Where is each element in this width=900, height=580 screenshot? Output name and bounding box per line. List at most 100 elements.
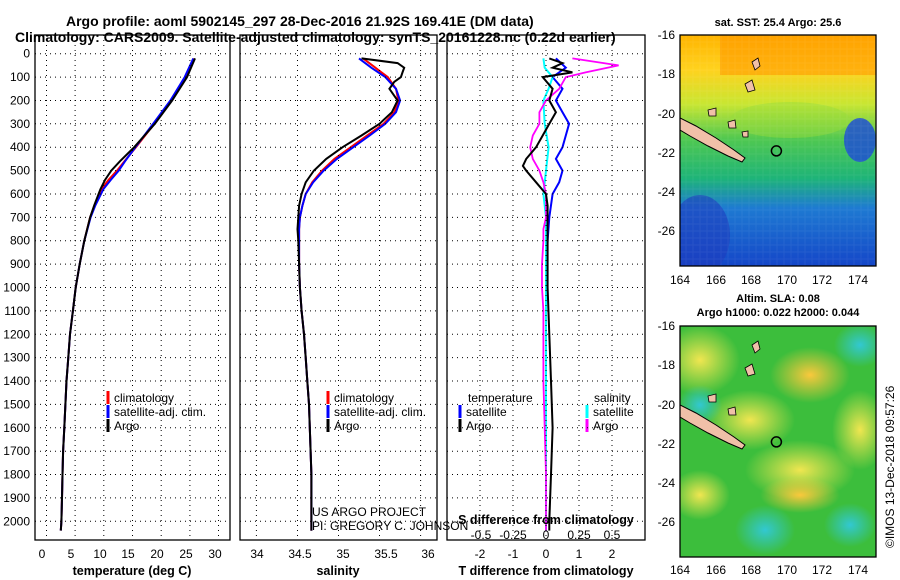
temperature-satellite-line [59, 57, 195, 531]
temperature-climatology-line [59, 57, 196, 531]
longitude-tick-label: 170 [777, 563, 797, 577]
sla-map-frame [679, 325, 877, 558]
t-diff-tick-label: 2 [609, 547, 616, 561]
new-caledonia-island [680, 404, 746, 450]
pi-credit: PI: GREGORY C. JOHNSON [312, 519, 468, 533]
latitude-tick-label: -22 [658, 146, 676, 160]
project-credit: US ARGO PROJECT [312, 505, 427, 519]
depth-tick-label: 800 [10, 234, 30, 248]
temperature-argo-line [59, 58, 196, 531]
latitude-tick-label: -18 [658, 358, 676, 372]
figure-subtitle: Climatology: CARS2009. Satellite-adjuste… [15, 29, 616, 45]
longitude-tick-label: 168 [741, 273, 761, 287]
sst-pixel-grid [680, 35, 876, 266]
longitude-tick-label: 172 [812, 273, 832, 287]
depth-tick-label: 1400 [3, 374, 30, 388]
legend-s-argo-label: Argo [593, 419, 619, 433]
temperature-panel: 0 100 200 300 400 500 600 700 800 900 10… [3, 34, 231, 578]
temperature-tick-label: 20 [150, 547, 164, 561]
latitude-tick-label: -16 [658, 319, 676, 333]
t-diff-tick-label: 0 [543, 547, 550, 561]
sla-high-blob [680, 326, 740, 395]
depth-tick-label: 700 [10, 210, 30, 224]
profile-grid [35, 35, 645, 540]
salinity-panel: 34 34.5 35 35.5 36 salinity climatology … [239, 34, 468, 578]
temperature-tick-label: 5 [68, 547, 75, 561]
latitude-tick-label: -26 [658, 515, 676, 529]
depth-tick-label: 200 [10, 94, 30, 108]
longitude-tick-label: 174 [848, 273, 868, 287]
s-diff-argo-line [529, 57, 619, 531]
depth-tick-label: 100 [10, 70, 30, 84]
sst-map-frame [679, 34, 877, 267]
new-caledonia-island [680, 117, 746, 163]
sla-map-subtitle: Argo h1000: 0.022 h2000: 0.044 [697, 307, 861, 319]
sla-map-title: Altim. SLA: 0.08 [736, 293, 820, 305]
latitude-tick-label: -26 [658, 224, 676, 238]
depth-tick-label: 1200 [3, 327, 30, 341]
loyalty-island [741, 130, 749, 138]
temperature-tick-label: 30 [208, 547, 222, 561]
salinity-tick-label: 35 [336, 547, 350, 561]
temperature-tick-label: 25 [179, 547, 193, 561]
depth-tick-label: 500 [10, 164, 30, 178]
sla-argo-position-marker [770, 436, 783, 448]
depth-tick-label: 1600 [3, 421, 30, 435]
salinity-tick-label: 36 [421, 547, 435, 561]
loyalty-island [727, 406, 737, 416]
latitude-tick-label: -24 [658, 476, 676, 490]
depth-tick-label: 900 [10, 257, 30, 271]
t-diff-satellite-line [545, 57, 571, 531]
t-diff-argo-line [521, 57, 573, 531]
sla-low-blob [834, 326, 876, 367]
depth-tick-label: 1300 [3, 351, 30, 365]
temperature-tick-label: 10 [93, 547, 107, 561]
legend-satellite-label: satellite-adj. clim. [114, 405, 206, 419]
salinity-argo-line [296, 57, 406, 531]
loyalty-island [727, 119, 737, 129]
legend-temperature-title: temperature [468, 391, 533, 405]
vanuatu-island [751, 340, 761, 354]
longitude-tick-label: 168 [741, 563, 761, 577]
latitude-tick-label: -20 [658, 398, 676, 412]
legend-salinity-title: salinity [594, 391, 631, 405]
difference-series [521, 57, 619, 531]
depth-tick-label: 1800 [3, 468, 30, 482]
legend-satellite-label: satellite-adj. clim. [334, 405, 426, 419]
sla-low-blob [824, 503, 876, 547]
depth-tick-label: 300 [10, 117, 30, 131]
depth-tick-label: 1000 [3, 281, 30, 295]
sst-argo-position-marker [770, 145, 783, 157]
latitude-tick-label: -18 [658, 67, 676, 81]
temperature-tick-label: 15 [121, 547, 135, 561]
t-diff-axis-label: T difference from climatology [458, 564, 633, 578]
depth-tick-label: 600 [10, 187, 30, 201]
sla-low-blob [735, 505, 795, 555]
salinity-axis-label: salinity [316, 564, 359, 578]
temperature-series [59, 57, 196, 531]
sst-field [680, 35, 876, 266]
depth-tick-label: 400 [10, 140, 30, 154]
temperature-tick-label: 0 [39, 547, 46, 561]
legend-s-satellite-label: satellite [593, 405, 634, 419]
sla-high-blob [760, 477, 840, 513]
longitude-tick-label: 164 [670, 273, 690, 287]
longitude-tick-label: 164 [670, 563, 690, 577]
difference-panel: -2 -1 0 1 2 T difference from climatolog… [446, 34, 646, 578]
latitude-tick-label: -22 [658, 437, 676, 451]
depth-tick-label: 1700 [3, 444, 30, 458]
vanuatu-island [751, 57, 761, 71]
temperature-axis-label: temperature (deg C) [73, 564, 192, 578]
figure-title: Argo profile: aoml 5902145_297 28-Dec-20… [66, 13, 534, 29]
salinity-series [296, 57, 406, 531]
legend-t-argo-label: Argo [466, 419, 492, 433]
longitude-tick-label: 166 [706, 563, 726, 577]
longitude-tick-label: 170 [777, 273, 797, 287]
t-diff-tick-label: 1 [576, 547, 583, 561]
depth-tick-label: 1100 [4, 304, 30, 318]
loyalty-island [707, 393, 717, 403]
sst-map-panel: sat. SST: 25.4 Argo: 25.6 -16 -18 -20 -2… [658, 17, 877, 287]
legend-t-satellite-label: satellite [466, 405, 507, 419]
depth-tick-label: 1900 [3, 491, 30, 505]
